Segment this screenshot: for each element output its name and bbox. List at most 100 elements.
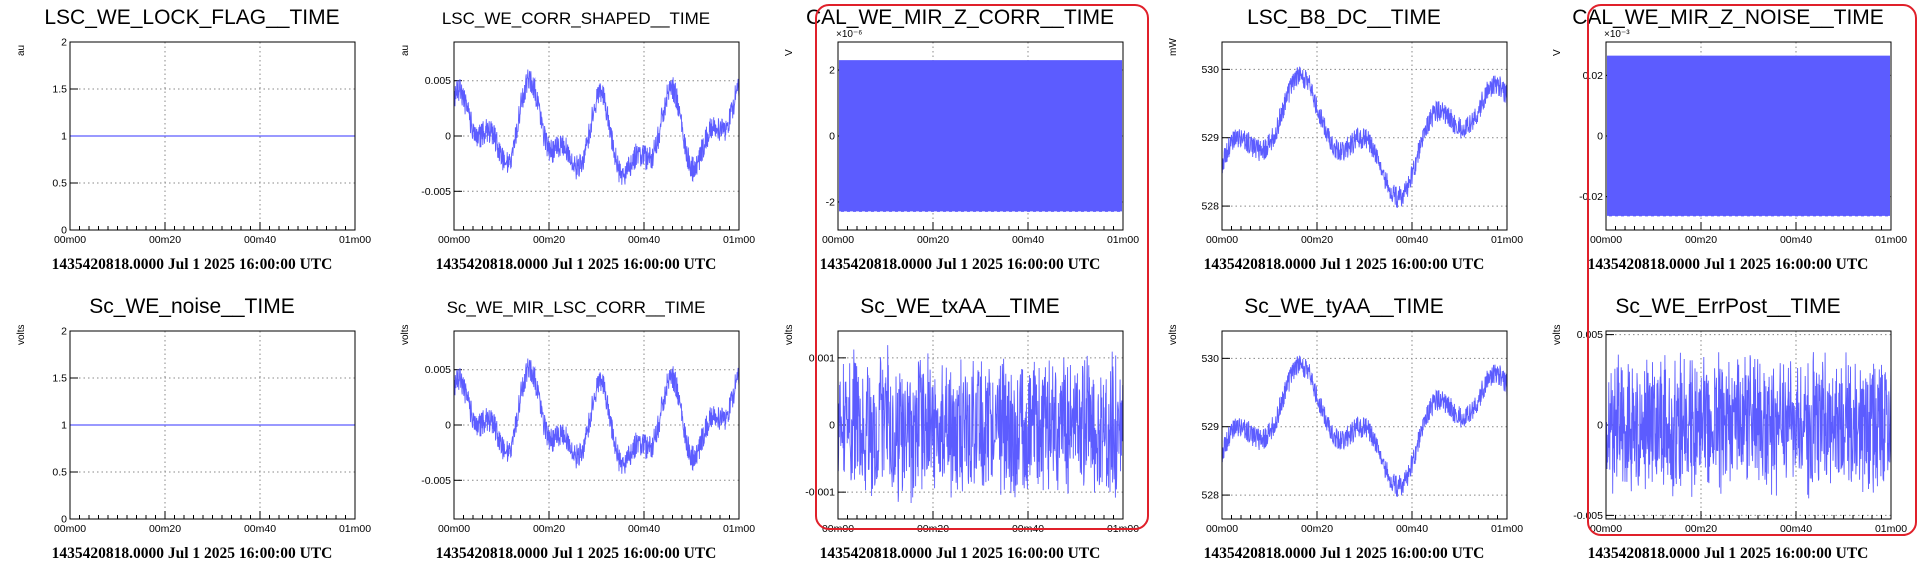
y-tick-label: 1.5 <box>52 373 67 385</box>
x-tick-label: 01m00 <box>339 234 371 246</box>
y-tick-label: 0 <box>445 131 451 143</box>
x-tick-label: 00m20 <box>1301 234 1333 246</box>
plot-frame <box>453 330 740 520</box>
y-tick-label: -0.005 <box>421 186 451 198</box>
series-band <box>1607 55 1890 217</box>
x-tick-label: 01m00 <box>1107 523 1139 535</box>
y-tick-label: -0.005 <box>421 475 451 487</box>
x-tick-label: 01m00 <box>1875 234 1907 246</box>
chart-panel[interactable]: LSC_WE_LOCK_FLAG__TIME au 1435420818.0000 … <box>0 0 384 289</box>
x-tick-label: 00m40 <box>628 234 660 246</box>
chart-title: Sc_WE_MIR_LSC_CORR__TIME <box>446 298 706 317</box>
x-tick-label: 00m40 <box>244 234 276 246</box>
timestamp-label: 1435420818.0000 Jul 1 2025 16:00:00 UTC <box>435 545 717 562</box>
y-tick-label: 530 <box>1201 64 1219 76</box>
x-tick-label: 00m20 <box>917 234 949 246</box>
chart-title: Sc_WE_ErrPost__TIME <box>1615 295 1841 318</box>
y-tick-label: 1.5 <box>52 84 67 96</box>
chart-plot: -0.005 0 0.005 00m00 00m20 00m40 01m00 <box>421 330 755 535</box>
chart-title: LSC_WE_CORR_SHAPED__TIME <box>441 9 711 28</box>
x-tick-label: 00m20 <box>533 234 565 246</box>
chart-panel[interactable]: Sc_WE_MIR_LSC_CORR__TIME volts 1435420818.… <box>384 289 768 578</box>
x-tick-label: 00m40 <box>1396 523 1428 535</box>
y-tick-label: -0.005 <box>1573 510 1603 522</box>
chart-title: CAL_WE_MIR_Z_NOISE__TIME <box>1572 6 1884 29</box>
chart-panel[interactable]: Sc_WE_ErrPost__TIME volts 1435420818.0000 … <box>1536 289 1920 578</box>
chart-panel[interactable]: LSC_B8_DC__TIME mW 1435420818.0000 Jul 1 2… <box>1152 0 1536 289</box>
y-tick-label: 2 <box>61 326 67 338</box>
x-tick-label: 00m00 <box>822 523 854 535</box>
y-tick-label: -0.02 <box>1579 191 1603 203</box>
x-tick-label: 00m00 <box>438 523 470 535</box>
data-series <box>454 69 739 185</box>
plot-frame <box>1605 41 1892 231</box>
chart-panel[interactable]: LSC_WE_CORR_SHAPED__TIME au 1435420818.000… <box>384 0 768 289</box>
y-tick-label: -0.001 <box>805 487 835 499</box>
chart-plot: -0.001 0 0.001 00m00 00m20 00m40 01m00 <box>805 330 1139 535</box>
x-tick-label: 00m00 <box>438 234 470 246</box>
y-tick-label: 0.005 <box>425 364 451 376</box>
x-tick-label: 00m00 <box>1590 523 1622 535</box>
chart-panel[interactable]: Sc_WE_tyAA__TIME volts 1435420818.0000 Jul… <box>1152 289 1536 578</box>
x-tick-label: 00m40 <box>628 523 660 535</box>
x-tick-label: 00m00 <box>1206 234 1238 246</box>
x-tick-label: 01m00 <box>1107 234 1139 246</box>
x-tick-label: 01m00 <box>1491 234 1523 246</box>
x-tick-label: 00m00 <box>54 234 86 246</box>
chart-plot: -0.005 0 0.005 00m00 00m20 00m40 01m00 <box>421 41 755 246</box>
chart-plot: 528 529 530 00m00 00m20 00m40 01m00 <box>1201 330 1523 535</box>
chart-panel[interactable]: CAL_WE_MIR_Z_CORR__TIME V ×10⁻⁶ 1435420818.… <box>768 0 1152 289</box>
x-tick-label: 00m20 <box>1685 523 1717 535</box>
series-line <box>1606 352 1891 499</box>
x-tick-label: 00m20 <box>1685 234 1717 246</box>
y-tick-label: 529 <box>1201 132 1219 144</box>
series-line <box>838 345 1123 504</box>
y-tick-label: 0 <box>1597 420 1603 432</box>
data-series <box>1606 55 1891 217</box>
series-line <box>454 69 739 185</box>
chart-title: Sc_WE_tyAA__TIME <box>1244 295 1444 318</box>
timestamp-label: 1435420818.0000 Jul 1 2025 16:00:00 UTC <box>819 545 1101 562</box>
x-tick-label: 00m00 <box>1590 234 1622 246</box>
data-series <box>1606 352 1891 499</box>
x-tick-label: 00m00 <box>54 523 86 535</box>
y-tick-label: 529 <box>1201 421 1219 433</box>
y-tick-label: 0 <box>445 420 451 432</box>
chart-title: Sc_WE_txAA__TIME <box>860 295 1060 318</box>
y-tick-label: 0 <box>1597 131 1603 143</box>
data-series <box>838 345 1123 504</box>
chart-panel[interactable]: Sc_WE_noise__TIME volts 1435420818.0000 Ju… <box>0 289 384 578</box>
x-tick-label: 00m40 <box>1012 523 1044 535</box>
series-band <box>839 60 1122 212</box>
plot-frame <box>837 330 1124 520</box>
data-series <box>838 60 1123 213</box>
y-tick-label: 528 <box>1201 201 1219 213</box>
y-tick-label: 1 <box>61 420 67 432</box>
x-tick-label: 00m20 <box>533 523 565 535</box>
x-tick-label: 00m00 <box>822 234 854 246</box>
y-tick-label: 0.001 <box>809 352 835 364</box>
timestamp-label: 1435420818.0000 Jul 1 2025 16:00:00 UTC <box>819 256 1101 273</box>
plot-frame <box>837 41 1124 231</box>
y-tick-label: 530 <box>1201 353 1219 365</box>
x-tick-label: 00m20 <box>917 523 949 535</box>
x-tick-label: 00m40 <box>1780 523 1812 535</box>
plot-frame <box>69 330 356 520</box>
chart-panel[interactable]: CAL_WE_MIR_Z_NOISE__TIME V ×10⁻³ 1435420818… <box>1536 0 1920 289</box>
timestamp-label: 1435420818.0000 Jul 1 2025 16:00:00 UTC <box>1203 256 1485 273</box>
chart-plot: -2 0 2 00m00 00m20 00m40 01m00 <box>822 41 1139 246</box>
y-tick-label: 0 <box>61 514 67 526</box>
chart-title: LSC_WE_LOCK_FLAG__TIME <box>44 6 340 29</box>
y-tick-label: 0.005 <box>425 75 451 87</box>
x-tick-label: 00m00 <box>1206 523 1238 535</box>
x-tick-label: 01m00 <box>723 523 755 535</box>
chart-title: CAL_WE_MIR_Z_CORR__TIME <box>805 6 1115 29</box>
x-tick-label: 00m40 <box>1012 234 1044 246</box>
x-tick-label: 01m00 <box>723 234 755 246</box>
y-tick-label: 0.5 <box>52 178 67 190</box>
chart-plot: 528 529 530 00m00 00m20 00m40 01m00 <box>1201 41 1523 246</box>
timestamp-label: 1435420818.0000 Jul 1 2025 16:00:00 UTC <box>435 256 717 273</box>
chart-panel[interactable]: Sc_WE_txAA__TIME volts 1435420818.0000 Jul… <box>768 289 1152 578</box>
y-axis-exponent: ×10⁻³ <box>1604 29 1630 40</box>
